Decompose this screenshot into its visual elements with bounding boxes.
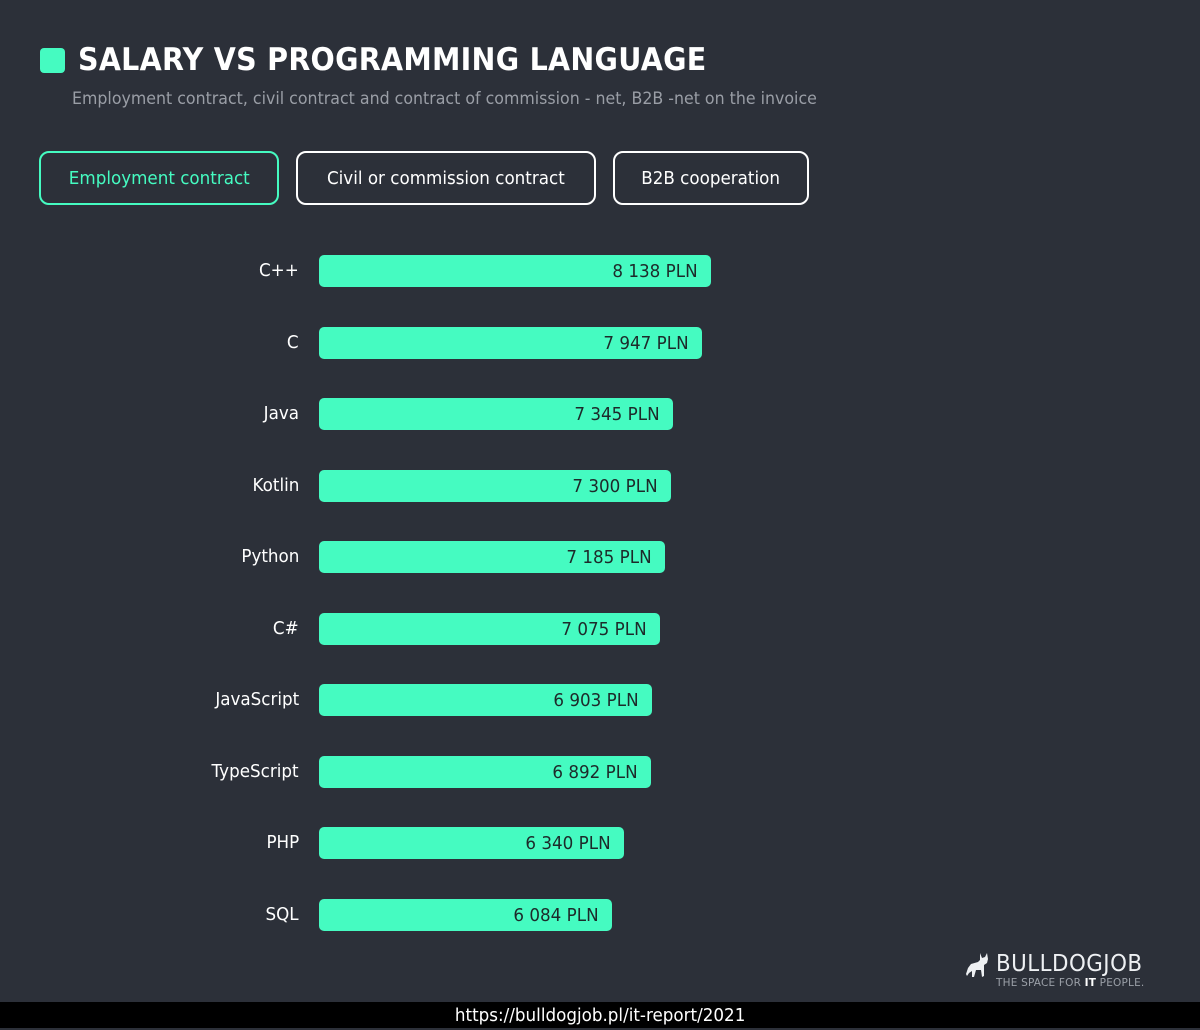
salary-bar: 6 903 PLN [319,684,652,716]
chart-subtitle: Employment contract, civil contract and … [72,89,817,109]
bulldog-icon [966,953,988,977]
tab-label: Employment contract [68,167,250,189]
tab-label: B2B cooperation [641,167,781,189]
bar-row: Java 7 345 PLN [0,398,1200,430]
bar-row: Python 7 185 PLN [0,541,1200,573]
bar-row: Kotlin 7 300 PLN [0,470,1200,502]
bar-value-label: 6 892 PLN [552,761,638,783]
salary-bar: 6 892 PLN [319,756,651,788]
salary-bar: 7 345 PLN [319,398,673,430]
bar-value-label: 6 903 PLN [553,689,639,711]
tab-b2b-cooperation[interactable]: B2B cooperation [613,151,809,205]
logo-name: BULLDOGJOB [996,951,1143,977]
category-label: C++ [259,260,299,281]
bar-row: SQL 6 084 PLN [0,899,1200,931]
bar-row: C 7 947 PLN [0,327,1200,359]
bar-row: C# 7 075 PLN [0,613,1200,645]
bar-value-label: 7 345 PLN [574,403,660,425]
bar-value-label: 6 084 PLN [513,904,599,926]
chart-title: SALARY VS PROGRAMMING LANGUAGE [78,42,707,78]
salary-bar: 7 300 PLN [319,470,671,502]
bar-row: PHP 6 340 PLN [0,827,1200,859]
salary-bar: 6 084 PLN [319,899,612,931]
logo-tagline: THE SPACE FOR IT PEOPLE. [996,977,1145,989]
category-label: Java [263,403,299,424]
category-label: C# [273,618,299,639]
bar-value-label: 8 138 PLN [612,260,698,282]
category-label: Kotlin [252,475,299,496]
salary-bar: 7 075 PLN [319,613,660,645]
bar-row: JavaScript 6 903 PLN [0,684,1200,716]
tab-employment-contract[interactable]: Employment contract [39,151,279,205]
bar-value-label: 7 947 PLN [603,332,689,354]
footer-url-bar: https://bulldogjob.pl/it-report/2021 [0,1002,1200,1028]
contract-type-tabs: Employment contract Civil or commission … [39,151,809,205]
category-label: Python [240,546,299,567]
bar-value-label: 7 300 PLN [572,475,658,497]
tab-label: Civil or commission contract [327,167,565,189]
category-label: TypeScript [211,761,299,782]
bar-value-label: 6 340 PLN [525,832,611,854]
salary-bar: 7 185 PLN [319,541,665,573]
footer-url[interactable]: https://bulldogjob.pl/it-report/2021 [454,1005,746,1026]
bar-row: TypeScript 6 892 PLN [0,756,1200,788]
bar-value-label: 7 075 PLN [561,618,647,640]
chart-header: SALARY VS PROGRAMMING LANGUAGE [40,42,761,78]
salary-bar: 6 340 PLN [319,827,624,859]
category-label: SQL [265,904,299,925]
salary-bar: 7 947 PLN [319,327,702,359]
bulldogjob-logo: BULLDOGJOB THE SPACE FOR IT PEOPLE. [966,951,1154,989]
category-label: PHP [266,832,299,853]
bar-row: C++ 8 138 PLN [0,255,1200,287]
tab-civil-commission-contract[interactable]: Civil or commission contract [296,151,596,205]
title-accent-square [40,47,65,73]
category-label: C [287,332,299,353]
category-label: JavaScript [215,689,299,710]
bar-value-label: 7 185 PLN [566,546,652,568]
salary-bar: 8 138 PLN [319,255,711,287]
